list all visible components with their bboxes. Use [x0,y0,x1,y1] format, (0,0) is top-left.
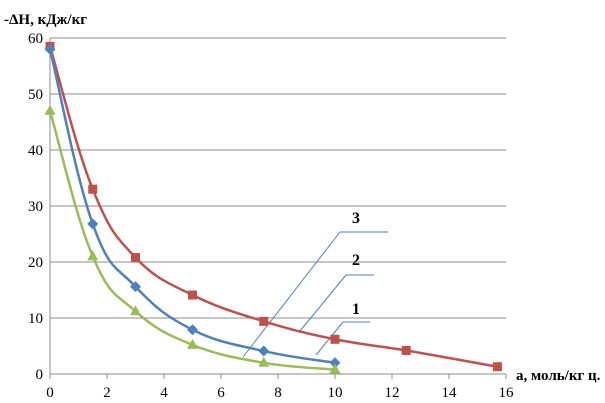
series-lines [48,46,498,371]
series-2-point [44,43,56,55]
x-tick-label: 16 [499,385,515,401]
series-2-point [258,345,270,357]
series-2-point [329,357,341,369]
series-labels: 1 2 3 [352,210,360,318]
series-1-point [187,338,198,349]
series-3-point [88,184,98,194]
series-2-label: 2 [352,252,360,269]
series-3-point [188,290,197,300]
x-tick-label: 8 [274,385,282,401]
series-1-point [44,104,56,115]
x-tick-label: 6 [217,385,225,401]
y-tick-label: 60 [28,31,43,47]
series-3-point [492,362,502,372]
series-markers [44,41,502,374]
series-3-point [131,253,140,263]
axes [49,38,507,379]
series-2-point [87,218,99,230]
series-3-label: 3 [352,210,360,227]
series-2-point [130,281,141,293]
series-2-point [187,324,198,336]
y-tick-label: 20 [28,255,43,271]
y-tick-label: 30 [28,199,43,215]
y-tick-label: 50 [28,87,43,103]
series-3-leader-line [242,231,341,358]
y-tick-label: 0 [36,367,44,383]
series-1-point [130,305,141,316]
x-tick-label: 0 [46,385,54,401]
y-tick-label: 10 [28,311,43,327]
series-1-point [258,356,270,367]
gridlines [50,37,506,319]
series-3-point [259,316,269,326]
series-1-point [329,363,341,374]
y-axis-title: -ΔH, кДж/кг [4,12,87,28]
x-tick-label: 14 [442,385,458,401]
y-tick-label: 40 [28,143,43,159]
x-tick-label: 2 [103,385,111,401]
series-2-leader-line [299,274,347,332]
x-tick-label: 4 [160,385,168,401]
x-tick-label: 10 [328,385,343,401]
series-leader-lines [242,231,388,358]
x-axis-title: a, моль/кг ц. [516,368,601,384]
series-3-point [401,345,411,355]
x-tick-label: 12 [385,385,400,401]
series-1-label: 1 [352,301,360,318]
series-3-point [330,334,340,344]
series-1-point [87,250,99,261]
